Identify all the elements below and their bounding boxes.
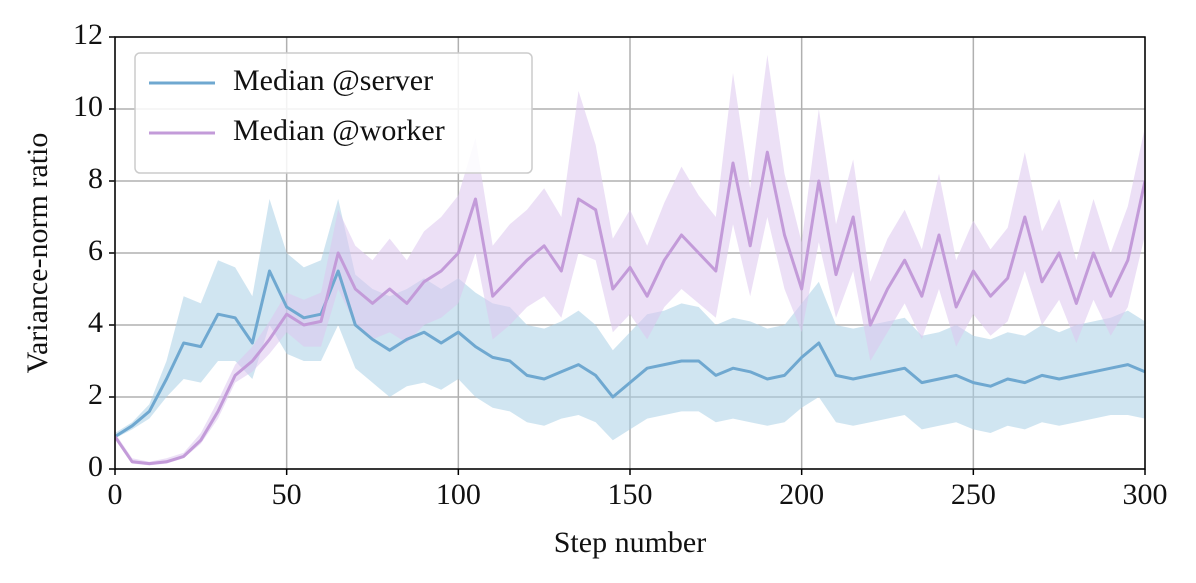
x-axis-label: Step number <box>554 526 706 559</box>
legend-box <box>134 52 533 174</box>
y-tick-label: 4 <box>88 306 103 339</box>
x-tick-label: 200 <box>779 478 824 511</box>
x-tick-label: 150 <box>608 478 653 511</box>
x-tick-label: 0 <box>108 478 123 511</box>
legend-label: Median @worker <box>233 114 445 147</box>
plot-area <box>115 55 1145 466</box>
y-axis-label: Variance-norm ratio <box>21 133 54 374</box>
x-tick-label: 50 <box>272 478 302 511</box>
legend-label: Median @server <box>233 64 433 97</box>
y-tick-label: 2 <box>88 378 103 411</box>
median-line <box>115 269 1145 438</box>
x-tick-label: 100 <box>436 478 481 511</box>
x-tick-label: 300 <box>1123 478 1168 511</box>
y-tick-label: 12 <box>73 18 103 51</box>
y-tick-label: 8 <box>88 162 103 195</box>
x-tick-label: 250 <box>951 478 996 511</box>
confidence-band <box>115 199 1145 441</box>
y-tick-label: 10 <box>73 90 103 123</box>
median-line <box>115 150 1145 466</box>
y-tick-label: 0 <box>88 450 103 483</box>
y-tick-label: 6 <box>88 234 103 267</box>
confidence-band <box>115 55 1145 466</box>
plot-frame <box>114 36 1146 470</box>
